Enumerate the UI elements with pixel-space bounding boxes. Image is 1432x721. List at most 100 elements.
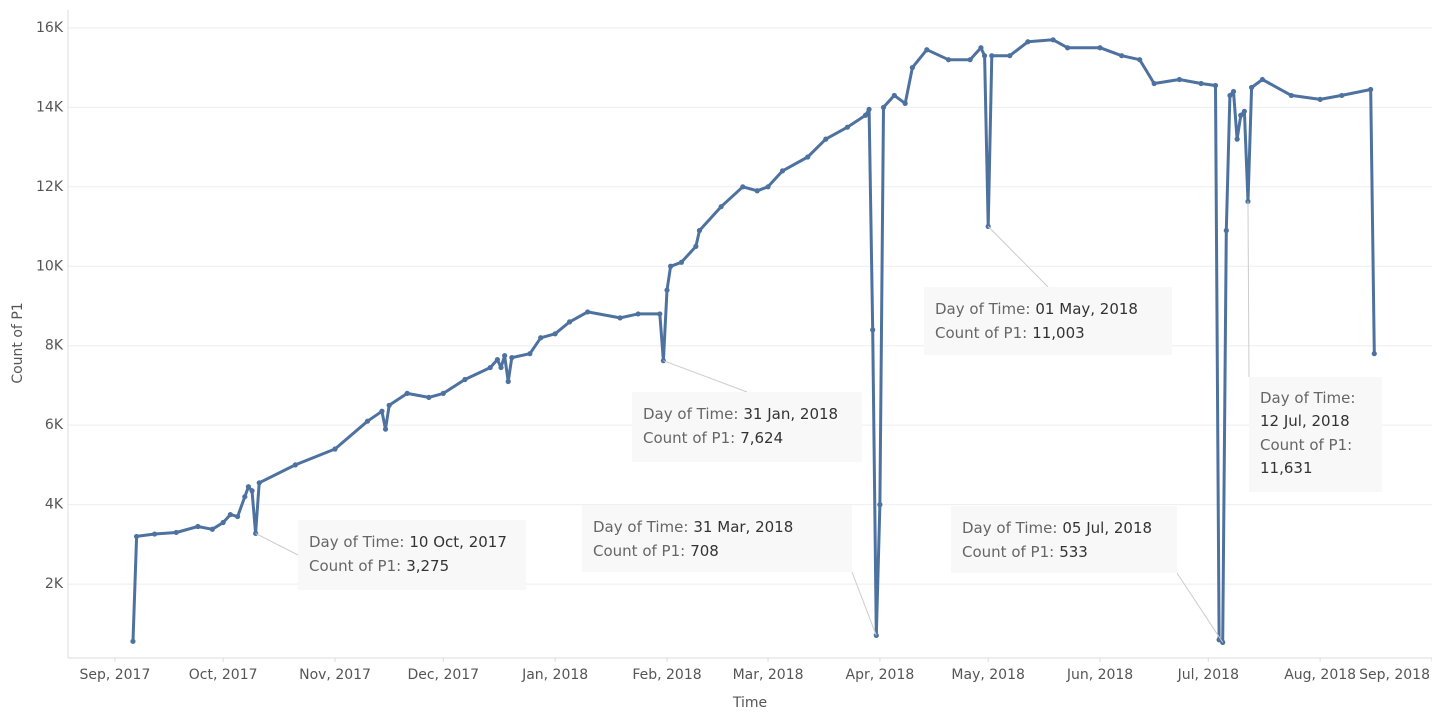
data-point <box>823 136 829 142</box>
annotation-text: Count of P1: 3,275 <box>309 557 449 575</box>
data-point <box>1025 39 1031 45</box>
data-point <box>1176 76 1183 83</box>
annotation: Day of Time: 01 May, 2018 Count of P1: 11,0… <box>924 226 1172 355</box>
data-point <box>1339 92 1345 99</box>
data-point <box>249 488 255 494</box>
x-tick-label: Jan, 2018 <box>521 667 588 683</box>
annotation-text: 12 Jul, 2018 <box>1260 412 1350 430</box>
annotation-text: 11,631 <box>1260 459 1313 477</box>
data-point <box>130 638 136 644</box>
data-point <box>1151 80 1157 87</box>
data-point <box>902 100 908 106</box>
data-point <box>1371 351 1377 357</box>
y-tick-label: 2K <box>45 576 64 592</box>
data-point <box>364 418 371 424</box>
data-point <box>379 408 385 414</box>
annotation-key: Day of Time: <box>643 405 738 423</box>
data-point <box>242 494 248 500</box>
annotation-value: 01 May, 2018 <box>1035 300 1138 318</box>
y-tick-label: 16K <box>36 20 64 36</box>
data-point <box>1220 639 1226 645</box>
data-point <box>382 426 389 432</box>
data-point <box>1198 80 1204 87</box>
annotation-value: 05 Jul, 2018 <box>1062 519 1152 537</box>
annotation-box <box>298 520 526 590</box>
x-tick-label: Dec, 2017 <box>407 667 479 683</box>
x-tick-label: May, 2018 <box>951 667 1024 683</box>
annotation-text: Count of P1: 11,003 <box>935 324 1085 342</box>
annotation-text: Day of Time: 10 Oct, 2017 <box>309 533 507 551</box>
data-point <box>292 462 298 468</box>
annotation-key: Day of Time: <box>309 533 404 551</box>
data-point <box>635 311 641 317</box>
annotation-box <box>582 505 852 572</box>
annotation-key: Day of Time: <box>935 300 1030 318</box>
y-axis-title: Count of P1 <box>10 302 26 383</box>
annotation-connector <box>1247 201 1250 378</box>
data-point <box>668 263 674 269</box>
data-point <box>505 378 511 385</box>
annotation-text: Count of P1: 7,624 <box>643 429 783 447</box>
annotation-value: 11,631 <box>1260 459 1313 477</box>
x-tick-label: Feb, 2018 <box>632 667 701 683</box>
data-point <box>195 523 201 530</box>
data-point <box>538 335 544 341</box>
data-point <box>509 355 515 361</box>
data-point <box>924 47 930 53</box>
annotation-key: Day of Time: <box>593 518 688 536</box>
annotation-value: 12 Jul, 2018 <box>1260 412 1350 430</box>
data-point <box>527 351 533 357</box>
annotation-value: 10 Oct, 2017 <box>409 533 507 551</box>
annotation-connector <box>663 360 748 393</box>
data-point <box>1050 37 1056 43</box>
data-point <box>718 204 724 210</box>
annotation-text: Count of P1: 708 <box>593 542 719 560</box>
data-point <box>552 331 558 337</box>
data-point <box>945 57 952 63</box>
annotation-value: 31 Mar, 2018 <box>693 518 793 536</box>
data-point <box>1212 82 1219 89</box>
annotation: Day of Time: 31 Mar, 2018 Count of P1: 708 <box>582 505 877 636</box>
data-point <box>1097 45 1103 51</box>
annotation-key: Count of P1: <box>962 543 1054 561</box>
data-point <box>873 632 879 639</box>
data-point <box>585 309 591 315</box>
data-point <box>989 53 995 59</box>
annotation-box <box>951 506 1177 573</box>
annotation-text: Day of Time: <box>1260 389 1355 407</box>
data-point <box>891 92 897 99</box>
annotation-key: Count of P1: <box>643 429 735 447</box>
data-point <box>754 188 760 194</box>
annotation: Day of Time: 05 Jul, 2018 Count of P1: 533 <box>951 506 1224 643</box>
data-point <box>494 357 501 363</box>
data-point <box>1007 53 1013 59</box>
y-tick-label: 12K <box>36 179 64 195</box>
data-point <box>740 184 746 190</box>
annotation-key: Count of P1: <box>593 542 685 560</box>
annotation-value: 533 <box>1059 543 1088 561</box>
annotation: Day of Time: 12 Jul, 2018 Count of P1: 11,6… <box>1247 201 1382 492</box>
x-tick-label: Jun, 2018 <box>1066 667 1133 683</box>
annotation-connector <box>851 571 877 636</box>
data-point <box>909 65 915 71</box>
data-point <box>404 390 410 396</box>
annotation-key: Count of P1: <box>309 557 401 575</box>
annotation-text: Day of Time: 31 Mar, 2018 <box>593 518 793 536</box>
data-point <box>967 57 973 63</box>
annotation-key: Count of P1: <box>935 324 1027 342</box>
data-point <box>1230 88 1237 95</box>
data-point <box>664 287 670 293</box>
annotation-box <box>924 287 1172 355</box>
data-point <box>1223 227 1229 234</box>
data-point <box>386 402 392 408</box>
data-point <box>1248 84 1255 91</box>
y-tick-label: 8K <box>45 338 64 354</box>
annotation-text: Day of Time: 01 May, 2018 <box>935 300 1138 318</box>
data-point <box>1238 112 1244 118</box>
y-tick-label: 6K <box>45 417 64 433</box>
annotation-key: Count of P1: <box>1260 436 1352 454</box>
data-point <box>870 327 876 333</box>
y-tick-label: 14K <box>36 99 64 115</box>
data-point <box>1288 92 1294 99</box>
